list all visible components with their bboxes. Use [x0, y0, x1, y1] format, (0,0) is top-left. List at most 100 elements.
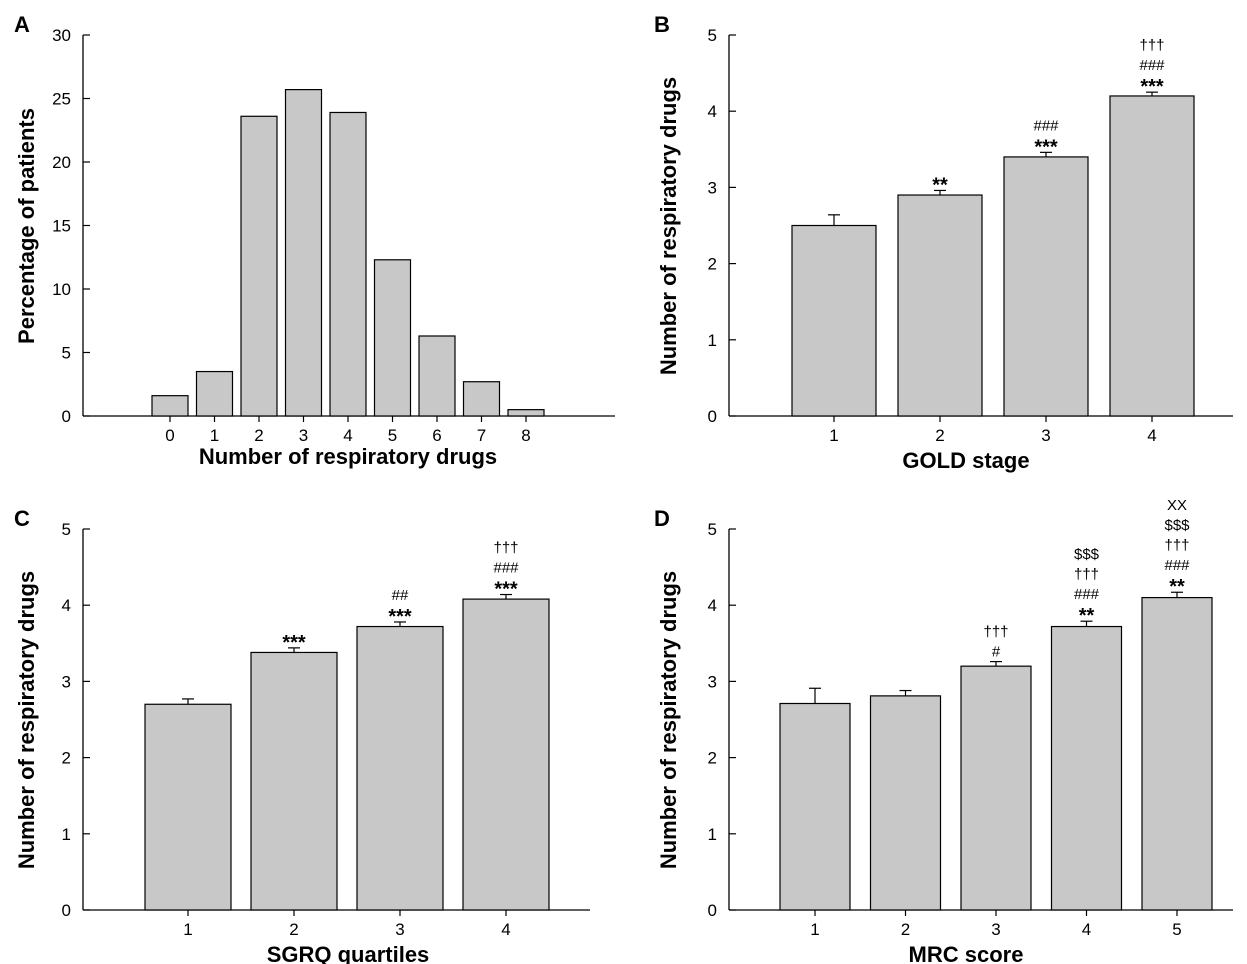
- panel-b-bar: [1109, 95, 1195, 417]
- panel-d-significance-label: ###: [1164, 557, 1190, 574]
- panel-d-y-tick-label: 3: [708, 672, 717, 691]
- panel-c-bar: [462, 598, 550, 911]
- panel-d-bar: [869, 695, 942, 911]
- panel-b-x-tick-label: 3: [1041, 426, 1050, 445]
- panel-b-letter: B: [654, 12, 670, 37]
- panel-a-y-tick-label: 5: [62, 344, 71, 363]
- panel-d-bar: [1141, 596, 1213, 911]
- panel-b-y-tick-label: 4: [708, 102, 717, 121]
- panel-d-significance-label: $$$: [1164, 517, 1190, 534]
- panel-d-x-tick-label: 3: [991, 920, 1000, 939]
- panel-a-y-tick-label: 0: [62, 407, 71, 426]
- panel-d-significance-label: ###: [1074, 586, 1100, 603]
- panel-c-bar: [356, 625, 444, 911]
- panel-b-significance-label: ***: [1140, 76, 1164, 98]
- panel-d-y-tick-label: 4: [708, 596, 717, 615]
- panel-a-x-tick-label: 3: [299, 426, 308, 445]
- panel-d-x-tick-label: 5: [1172, 920, 1181, 939]
- panel-d-significance-label: **: [1169, 576, 1185, 598]
- panel-a-percentage-of-patients-chart: A Number of respiratory drugs Percentage…: [14, 12, 615, 469]
- panel-a-x-tick-label: 0: [165, 426, 174, 445]
- panel-d-y-tick-label: 1: [708, 825, 717, 844]
- panel-d-significance-label: XX: [1167, 497, 1187, 514]
- panel-b-significance-label: ***: [1034, 136, 1058, 158]
- panel-a-bar: [418, 335, 456, 417]
- panel-a-letter: A: [14, 12, 30, 37]
- panel-b-significance-label: ###: [1033, 117, 1059, 134]
- panel-b-y-tick-label: 5: [708, 26, 717, 45]
- panel-b-significance-label: ###: [1139, 57, 1165, 74]
- panel-a-x-tick-label: 5: [388, 426, 397, 445]
- panel-a-x-axis-label: Number of respiratory drugs: [199, 444, 497, 469]
- panel-a-y-axis-label: Percentage of patients: [14, 108, 39, 344]
- panel-c-significance-label: †††: [493, 540, 518, 557]
- panel-d-significance-label: #: [992, 644, 1001, 661]
- panel-c-significance-label: ###: [493, 560, 519, 577]
- panel-b-y-tick-label: 2: [708, 255, 717, 274]
- panel-d-x-tick-label: 4: [1082, 920, 1091, 939]
- panel-b-x-tick-label: 2: [935, 426, 944, 445]
- panel-d-x-axis-label: MRC score: [909, 942, 1024, 964]
- panel-a-bar: [284, 89, 323, 417]
- panel-d-significance-label: $$$: [1074, 546, 1100, 563]
- panel-a-bar: [329, 111, 367, 417]
- panel-c-x-tick-label: 2: [289, 920, 298, 939]
- panel-c-x-tick-label: 4: [501, 920, 510, 939]
- panel-c-x-axis-label: SGRQ quartiles: [267, 942, 430, 964]
- panel-d-letter: D: [654, 506, 670, 531]
- panel-b-significance-label: †††: [1139, 37, 1164, 54]
- panel-a-y-tick-label: 10: [52, 280, 71, 299]
- panel-c-y-tick-label: 1: [62, 825, 71, 844]
- panel-a-x-tick-label: 7: [477, 426, 486, 445]
- panel-c-y-tick-label: 3: [62, 672, 71, 691]
- panel-a-x-tick-label: 1: [210, 426, 219, 445]
- panel-d-significance-label: **: [1079, 605, 1095, 627]
- panel-c-bar: [144, 703, 232, 911]
- panel-a-bar: [240, 115, 278, 417]
- panel-c-significance-label: ***: [494, 579, 518, 601]
- panel-b-bar: [897, 194, 983, 417]
- panel-a-y-tick-label: 20: [52, 153, 71, 172]
- panel-a-bar: [373, 259, 412, 417]
- panel-a-bar: [462, 381, 501, 417]
- panel-c-significance-label: ##: [392, 587, 409, 604]
- panel-d-bar: [1050, 625, 1123, 911]
- panel-c-y-axis-label: Number of respiratory drugs: [14, 571, 39, 869]
- panel-d-x-tick-label: 2: [901, 920, 910, 939]
- panel-a-y-tick-label: 30: [52, 26, 71, 45]
- panel-c-sgrq-quartiles-chart: C SGRQ quartiles Number of respiratory d…: [14, 506, 590, 964]
- panel-b-bar: [791, 224, 877, 417]
- panel-d-x-tick-label: 1: [810, 920, 819, 939]
- panel-a-bar: [151, 395, 189, 417]
- panel-a-x-tick-label: 4: [343, 426, 352, 445]
- panel-c-y-tick-label: 2: [62, 749, 71, 768]
- panel-a-y-tick-label: 15: [52, 217, 71, 236]
- panel-d-bar: [960, 665, 1032, 911]
- panel-d-y-tick-label: 5: [708, 520, 717, 539]
- panel-d-significance-label: †††: [983, 624, 1008, 641]
- panel-b-significance-label: **: [932, 174, 948, 196]
- panel-b-y-tick-label: 0: [708, 407, 717, 426]
- panel-b-y-tick-label: 3: [708, 178, 717, 197]
- panel-d-mrc-score-chart: D MRC score Number of respiratory drugs …: [654, 497, 1233, 964]
- panel-c-significance-label: ***: [282, 632, 306, 654]
- panel-a-bar: [507, 409, 545, 417]
- panel-b-bar: [1003, 156, 1089, 417]
- panel-d-y-axis-label: Number of respiratory drugs: [656, 571, 681, 869]
- panel-b-x-axis-label: GOLD stage: [902, 448, 1029, 473]
- panel-a-y-tick-label: 25: [52, 90, 71, 109]
- panel-c-letter: C: [14, 506, 30, 531]
- panel-c-significance-label: ***: [388, 606, 412, 628]
- panel-b-x-tick-label: 4: [1147, 426, 1156, 445]
- panel-d-y-tick-label: 2: [708, 749, 717, 768]
- panel-d-significance-label: †††: [1164, 537, 1189, 554]
- panel-a-x-tick-label: 8: [521, 426, 530, 445]
- panel-d-y-tick-label: 0: [708, 901, 717, 920]
- panel-d-bar: [779, 702, 851, 911]
- panel-a-x-tick-label: 6: [432, 426, 441, 445]
- panel-c-bar: [250, 651, 338, 911]
- panel-b-gold-stage-chart: B GOLD stage Number of respiratory drugs…: [654, 12, 1233, 473]
- panel-c-x-tick-label: 3: [395, 920, 404, 939]
- panel-c-x-tick-label: 1: [183, 920, 192, 939]
